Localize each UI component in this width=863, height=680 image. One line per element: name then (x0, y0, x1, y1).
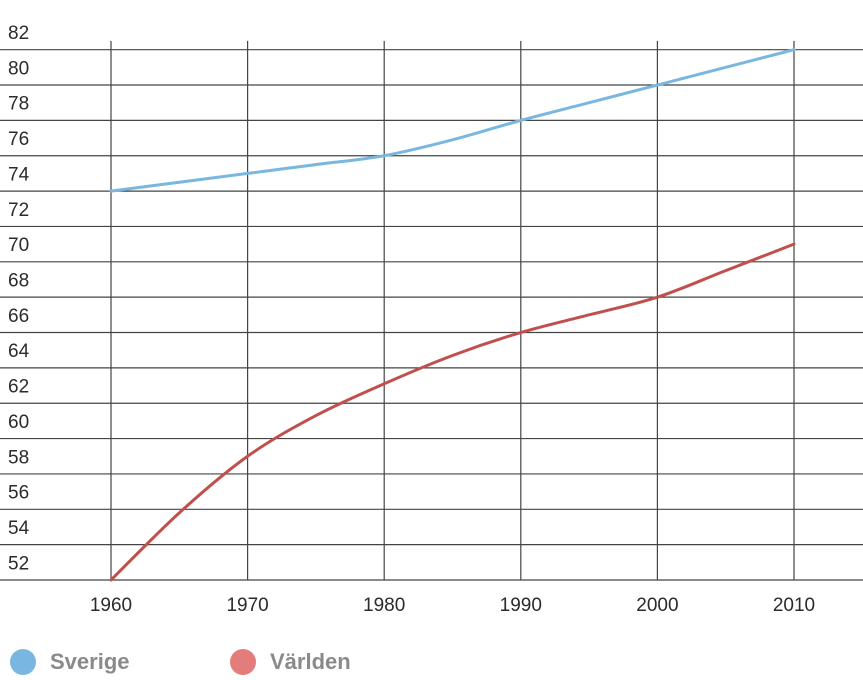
y-tick-label: 70 (8, 235, 29, 256)
grid (0, 40, 863, 581)
x-tick-label: 1980 (363, 595, 405, 616)
y-tick-label: 74 (8, 164, 30, 185)
y-tick-label: 56 (8, 483, 29, 504)
y-tick-label: 58 (8, 447, 29, 468)
series-line-sverige (109, 48, 796, 193)
legend-label-sverige: Sverige (50, 649, 130, 674)
y-tick-label: 60 (8, 412, 29, 433)
x-axis: 1960 1970 1980 1990 2000 2010 (90, 595, 815, 616)
series-line-varlden (109, 242, 796, 582)
y-axis: 52 54 56 58 60 62 64 66 68 70 72 74 76 78 80 82 (8, 23, 30, 574)
y-tick-label: 78 (8, 94, 29, 115)
y-tick-label: 66 (8, 306, 29, 327)
y-tick-label: 54 (8, 518, 30, 539)
y-tick-label: 80 (8, 58, 29, 79)
x-tick-label: 1970 (226, 595, 268, 616)
y-tick-label: 76 (8, 129, 29, 150)
legend: Sverige Världen (0, 640, 863, 680)
series-lines (109, 48, 796, 582)
y-tick-label: 68 (8, 270, 29, 291)
y-tick-label: 82 (8, 23, 29, 44)
x-tick-label: 2010 (773, 595, 815, 616)
legend-swatch-sverige (10, 649, 36, 675)
x-tick-label: 1960 (90, 595, 132, 616)
legend-label-varlden: Världen (270, 649, 351, 674)
legend-item-sverige: Sverige (10, 648, 130, 676)
legend-swatch-varlden (230, 649, 256, 675)
y-tick-label: 72 (8, 200, 29, 221)
y-tick-label: 62 (8, 377, 29, 398)
legend-item-varlden: Världen (230, 648, 351, 676)
x-tick-label: 1990 (500, 595, 542, 616)
y-tick-label: 52 (8, 553, 29, 574)
y-tick-label: 64 (8, 341, 30, 362)
x-tick-label: 2000 (636, 595, 678, 616)
